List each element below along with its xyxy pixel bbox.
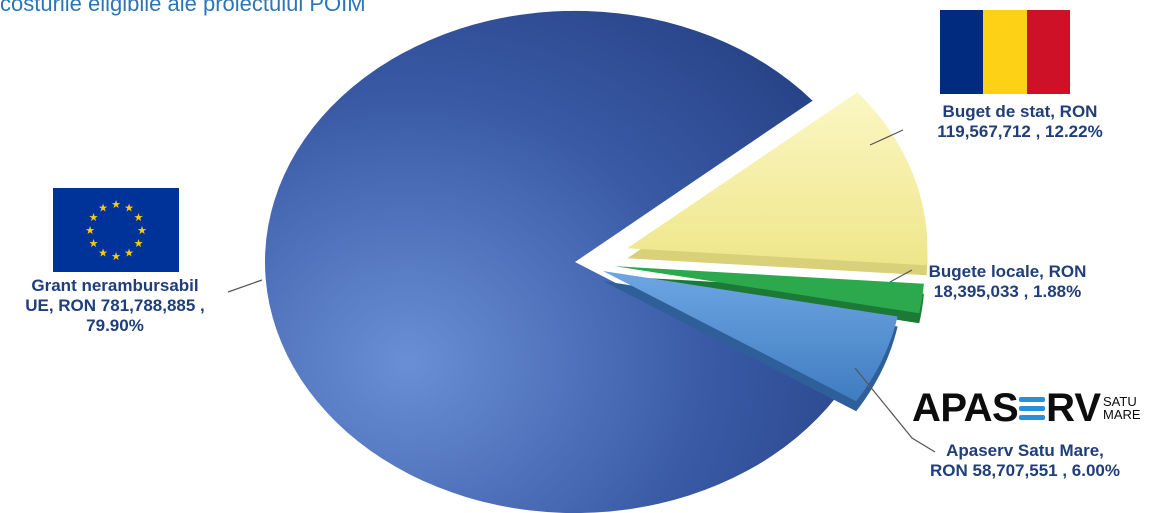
eu-star-icon: ★ [89,238,99,250]
eu-star-icon: ★ [98,203,108,215]
leader-line-local-budgets [889,269,913,283]
logo-text-part2: RV [1046,386,1102,430]
eu-star-icon: ★ [111,251,121,263]
data-label-line: UE, RON 781,788,885 , [25,296,205,315]
apaserv-logo: APAS RV SATU MARE [912,386,1141,430]
pie-slice-apaserv [602,270,898,402]
data-label-line: Buget de stat, RON [942,102,1098,121]
logo-wave-icon [1019,393,1046,423]
data-label-line: 119,567,712 , 12.22% [937,122,1103,141]
logo-subtitle-line2: MARE [1103,407,1141,422]
data-label-local-budgets: Bugete locale, RON 18,395,033 , 1.88% [905,262,1110,302]
pie-slice-local-budgets [614,266,924,314]
eu-star-icon: ★ [124,203,134,215]
data-label-eu-grant: Grant nerambursabil UE, RON 781,788,885 … [0,276,230,336]
romania-flag-yellow-stripe [983,10,1027,94]
logo-text-part1: APAS [912,386,1019,430]
eu-star-icon: ★ [89,212,99,224]
romania-flag-icon [940,10,1070,94]
eu-star-icon: ★ [134,212,144,224]
logo-subtitle-line1: SATU [1103,394,1137,409]
data-label-line: Bugete locale, RON [928,262,1087,281]
data-label-line: RON 58,707,551 , 6.00% [930,461,1120,480]
eu-star-icon: ★ [137,225,147,237]
romania-flag-blue-stripe [940,10,984,94]
pie-slice-eu-grant [264,10,837,513]
romania-flag-red-stripe [1026,10,1070,94]
leader-line-apaserv [854,367,936,453]
chart-title: costurile eligibile ale proiectului POIM [0,0,366,16]
data-label-line: Apaserv Satu Mare, [946,441,1104,460]
leader-line-state-budget [869,129,904,146]
data-label-line: 18,395,033 , 1.88% [933,282,1082,301]
eu-flag-icon: ★ ★ ★ ★ ★ ★ ★ ★ ★ ★ ★ ★ [53,188,179,272]
eu-star-icon: ★ [98,248,108,260]
data-label-line: 79.90% [86,316,144,335]
pie-slice-state-budget [627,92,928,266]
data-label-apaserv: Apaserv Satu Mare, RON 58,707,551 , 6.00… [905,441,1145,481]
data-label-line: Grant nerambursabil [31,276,199,295]
eu-star-icon: ★ [134,238,144,250]
data-label-state-budget: Buget de stat, RON 119,567,712 , 12.22% [900,102,1140,142]
eu-star-icon: ★ [124,248,134,260]
eu-star-icon: ★ [85,225,95,237]
eu-star-icon: ★ [111,199,121,211]
leader-line-eu-grant [227,279,263,293]
logo-subtitle: SATU MARE [1103,395,1141,421]
